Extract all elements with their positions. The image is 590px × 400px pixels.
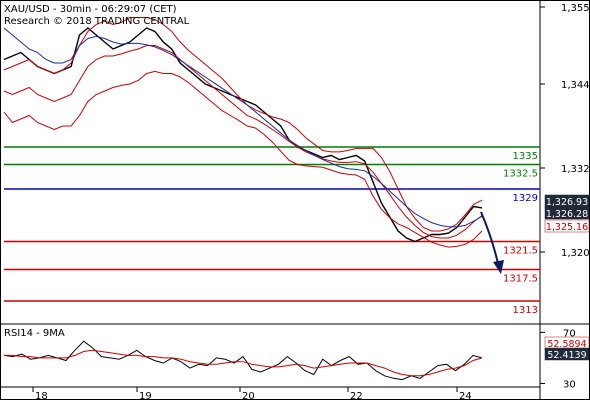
level-label-0: 1335 — [513, 151, 538, 162]
price-tag-1-bg — [544, 206, 590, 220]
time-tick-label-4: 24 — [459, 391, 472, 400]
level-label-2: 1329 — [513, 193, 538, 204]
rsi-tick-label-1: 70 — [563, 328, 576, 339]
price-tick-label-3: 1,355 — [561, 3, 590, 14]
chart-header-copyright: Research © 2018 TRADING CENTRAL — [4, 16, 190, 27]
level-label-4: 1317.5 — [503, 274, 538, 285]
price-series-layer — [3, 17, 483, 248]
rsi-series-1 — [4, 349, 483, 377]
time-tick-label-3: 22 — [350, 391, 363, 400]
chart-header-symbol: XAU/USD - 30min - 06:29:07 (CET) — [4, 4, 177, 15]
time-axis: 18 19 20 22 24 — [32, 387, 472, 400]
rsi-axis: 30 70 — [540, 328, 576, 390]
price-tick-label-0: 1,320 — [561, 248, 590, 259]
rsi-series-layer — [3, 340, 483, 381]
price-series-0 — [3, 27, 483, 243]
price-tag-0: 1,326.93 — [546, 197, 588, 208]
rsi-tag-1-bg — [544, 347, 590, 361]
rsi-tick-label-0: 30 — [563, 379, 576, 390]
price-tag-2-bg — [544, 219, 590, 233]
rsi-tag-1: 52.4139 — [547, 350, 586, 361]
price-axis: 1,320 1,332 1,344 1,355 — [540, 3, 590, 259]
time-tick-label-2: 20 — [242, 391, 255, 400]
levels-layer: 1335 1332.5 1329 1321.5 1317.5 1313 — [4, 146, 540, 316]
price-tick-label-1: 1,332 — [561, 164, 590, 175]
level-label-1: 1332.5 — [503, 169, 538, 180]
price-series-4 — [3, 27, 483, 228]
price-tag-2: 1,325.16 — [546, 222, 588, 233]
time-tick-label-0: 18 — [35, 391, 48, 400]
rsi-series-0 — [3, 340, 483, 381]
price-series-3 — [3, 70, 483, 248]
rsi-panel-label: RSI14 - 9MA — [4, 328, 65, 339]
price-series-1 — [3, 45, 483, 239]
forecast-arrow — [480, 211, 504, 274]
time-tick-label-1: 19 — [139, 391, 152, 400]
rsi-tag-0: 52.5894 — [547, 339, 586, 350]
price-series-2 — [3, 17, 483, 232]
level-label-3: 1321.5 — [503, 246, 538, 257]
price-tick-label-2: 1,344 — [561, 80, 590, 91]
level-label-5: 1313 — [513, 305, 538, 316]
price-tag-1: 1,326.28 — [546, 209, 588, 220]
